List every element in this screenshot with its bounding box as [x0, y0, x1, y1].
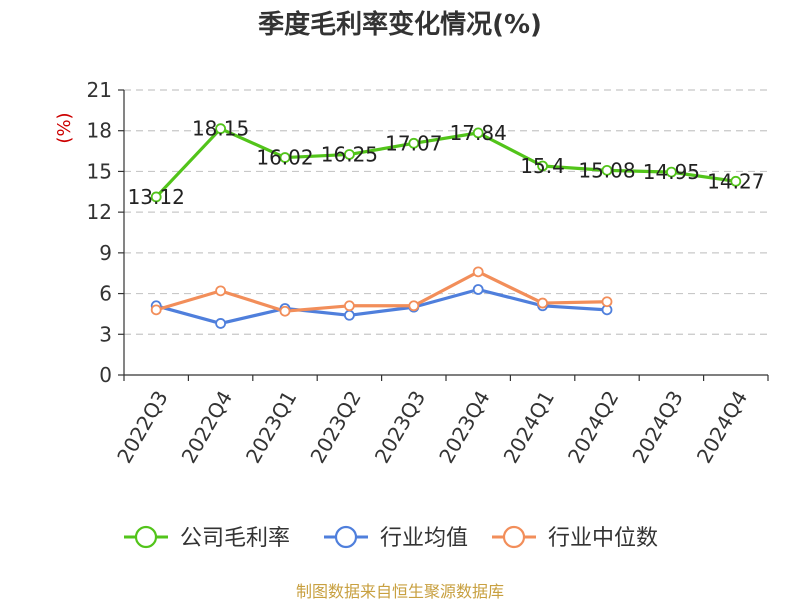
x-tick-label: 2024Q4 [692, 387, 752, 468]
data-label: 15.08 [578, 158, 635, 182]
data-point [215, 123, 227, 135]
y-tick-label: 6 [99, 282, 112, 306]
data-point [666, 166, 677, 178]
data-point [730, 175, 742, 187]
data-point [343, 300, 355, 312]
x-tick-label: 2024Q3 [627, 387, 687, 468]
source-note: 制图数据来自恒生聚源数据库 [295, 582, 504, 601]
data-point [215, 285, 227, 297]
y-tick-label: 15 [87, 159, 112, 183]
x-tick-label: 2023Q4 [434, 387, 494, 468]
data-point [408, 300, 420, 312]
data-label: 16.25 [321, 142, 378, 166]
legend-marker [502, 525, 526, 549]
series-line [155, 270, 608, 313]
legend-label: 行业中位数 [548, 526, 658, 551]
data-point [343, 309, 355, 321]
data-label: 13.12 [128, 185, 185, 209]
data-label: 14.27 [707, 169, 764, 193]
legend-marker [134, 525, 158, 549]
data-label: 17.84 [450, 121, 507, 145]
y-tick-label: 9 [99, 241, 112, 265]
legend-label: 公司毛利率 [180, 526, 290, 551]
data-point [279, 305, 291, 317]
data-point [408, 137, 420, 149]
data-point [472, 284, 484, 295]
data-point [601, 296, 613, 308]
data-point [279, 152, 291, 163]
x-tick-label: 2023Q1 [241, 387, 301, 468]
x-tick-label: 2022Q4 [177, 387, 237, 468]
y-tick-label: 3 [99, 322, 112, 346]
y-tick-label: 18 [87, 119, 112, 143]
data-label: 14.95 [643, 160, 700, 184]
x-tick-label: 2024Q1 [499, 387, 559, 468]
data-point [215, 318, 227, 329]
y-tick-label: 21 [87, 78, 112, 102]
chart-title: 季度毛利率变化情况(%) [258, 10, 542, 40]
x-tick-label: 2024Q2 [563, 387, 623, 468]
data-label: 18.15 [192, 117, 249, 141]
data-point [150, 304, 162, 316]
data-point [343, 149, 355, 160]
data-point [537, 297, 548, 309]
x-tick-label: 2023Q2 [305, 387, 365, 468]
x-tick-label: 2023Q3 [370, 387, 430, 468]
series-line [155, 127, 737, 199]
legend-label: 行业均值 [380, 526, 468, 551]
data-point [472, 266, 484, 278]
series-line [155, 287, 608, 326]
y-tick-label: 0 [99, 363, 112, 387]
x-tick-label: 2022Q3 [112, 387, 172, 468]
legend-marker [334, 525, 358, 549]
data-point [472, 127, 484, 139]
data-point [537, 160, 548, 172]
y-axis-label: (%) [54, 112, 75, 143]
data-label: 17.07 [385, 131, 442, 155]
y-tick-label: 12 [87, 200, 112, 224]
data-point [601, 164, 613, 176]
data-label: 16.02 [256, 146, 313, 170]
data-point [150, 191, 162, 203]
data-label: 15.4 [520, 154, 565, 178]
